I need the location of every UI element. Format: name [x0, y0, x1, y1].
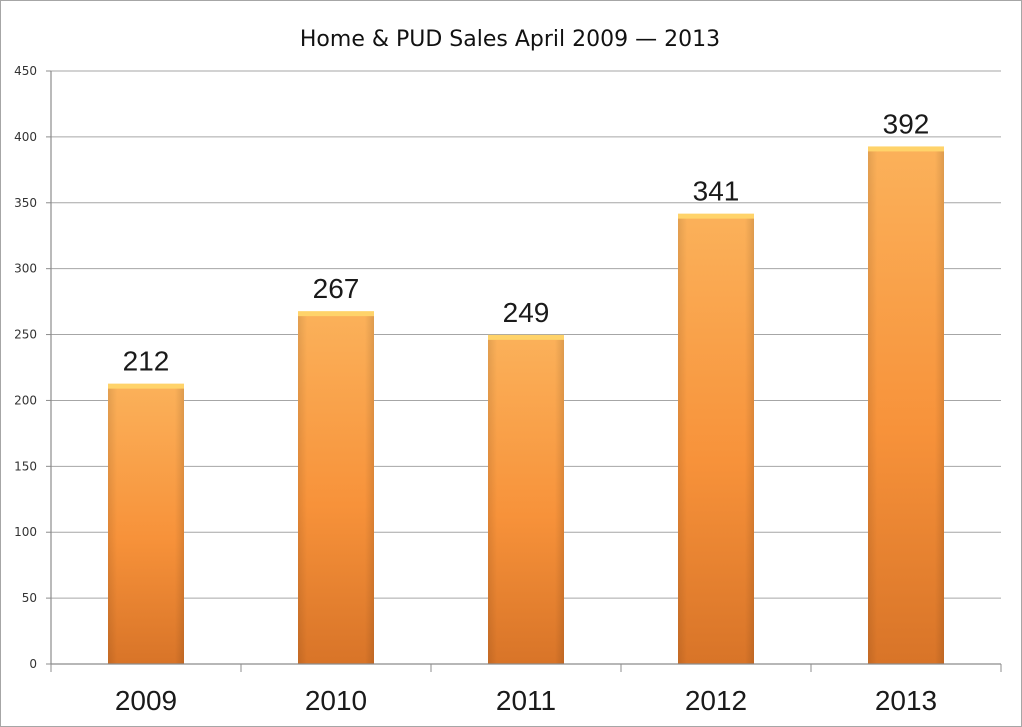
y-tick-label: 200: [14, 393, 37, 407]
chart-title: Home & PUD Sales April 2009 — 2013: [300, 27, 720, 52]
bar-2011: [488, 334, 564, 664]
bar-2009: [108, 383, 184, 664]
y-tick-label: 350: [14, 196, 37, 210]
y-tick-label: 50: [22, 591, 37, 605]
bars: [108, 146, 944, 665]
bar-shade: [488, 335, 564, 664]
x-tick-label: 2009: [115, 685, 177, 716]
bar-2013: [868, 146, 944, 665]
bar-shade: [108, 384, 184, 664]
bar-2010: [298, 311, 374, 664]
bar-shade: [678, 214, 754, 665]
data-label: 341: [693, 176, 740, 207]
bar-cap: [868, 146, 944, 152]
x-tick-label: 2010: [305, 685, 367, 716]
y-tick-label: 400: [14, 130, 37, 144]
data-label: 267: [313, 273, 360, 304]
y-tick-label: 100: [14, 525, 37, 539]
y-tick-label: 150: [14, 459, 37, 473]
y-tick-label: 0: [29, 657, 37, 671]
y-tick-label: 300: [14, 262, 37, 276]
bar-cap: [108, 383, 184, 389]
data-label: 249: [503, 297, 550, 328]
bar-cap: [678, 213, 754, 219]
axes: [46, 70, 1002, 672]
x-tick-label: 2012: [685, 685, 747, 716]
bar-shade: [298, 312, 374, 664]
y-tick-label: 250: [14, 328, 37, 342]
bar-shade: [868, 147, 944, 665]
data-label: 212: [123, 346, 170, 377]
data-label: 392: [883, 108, 930, 139]
x-tick-label: 2013: [875, 685, 937, 716]
bar-cap: [298, 311, 374, 317]
y-tick-label: 450: [14, 64, 37, 78]
x-tick-label: 2011: [496, 685, 556, 716]
bar-2012: [678, 213, 754, 665]
gridlines: [51, 70, 1001, 599]
bar-cap: [488, 334, 564, 340]
labels: 0 50 100 150 200 250 300 350 400 450 212 2009 267 201…: [14, 64, 937, 716]
